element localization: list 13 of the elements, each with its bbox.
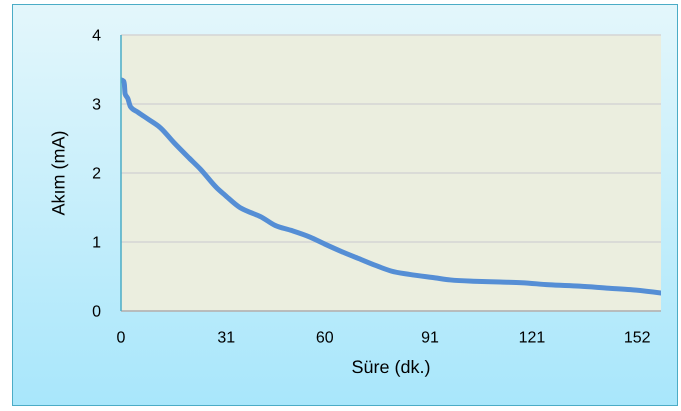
y-tick-label: 4 (92, 28, 102, 45)
y-tick-label: 2 (92, 166, 102, 183)
x-axis-title: Süre (dk.) (351, 357, 431, 377)
y-axis-title: Akım (mA) (48, 130, 68, 216)
x-tick-label: 31 (217, 329, 236, 346)
y-tick-label: 3 (92, 96, 102, 114)
x-tick-label: 0 (116, 329, 126, 346)
x-tick-label: 91 (421, 329, 440, 346)
x-tick-label: 60 (316, 329, 334, 346)
x-tick-label: 121 (518, 329, 546, 346)
y-tick-label: 1 (92, 234, 102, 252)
y-tick-label: 0 (92, 304, 102, 321)
x-tick-label: 152 (624, 329, 651, 346)
